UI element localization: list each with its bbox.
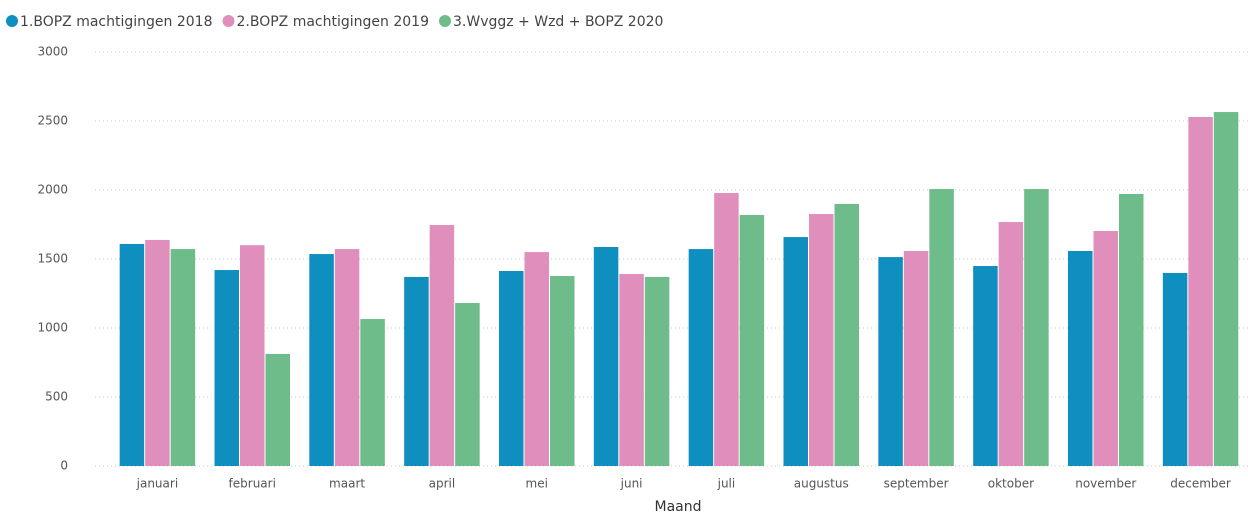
legend-label: 2.BOPZ machtigingen 2019 <box>237 14 430 30</box>
bar <box>119 243 145 466</box>
bar <box>688 249 714 466</box>
bar <box>809 214 834 466</box>
bar <box>929 189 954 466</box>
bar <box>550 275 575 466</box>
bar <box>1119 194 1144 466</box>
x-tick-label: december <box>1170 477 1231 491</box>
legend-marker <box>6 15 18 27</box>
bar <box>878 257 903 466</box>
bar <box>214 270 239 466</box>
legend-marker <box>222 15 235 27</box>
x-tick-label: september <box>884 477 949 491</box>
legend-label: 1.BOPZ machtigingen 2018 <box>20 14 213 30</box>
bar <box>834 203 859 467</box>
bar <box>524 252 549 466</box>
x-tick-label: november <box>1075 477 1136 491</box>
x-tick-label: maart <box>329 477 365 491</box>
bar <box>973 266 998 466</box>
bar <box>1162 272 1188 466</box>
bar <box>714 193 739 466</box>
x-axis-title: Maand <box>655 499 702 513</box>
y-tick-label: 2000 <box>37 183 68 197</box>
bar <box>404 276 429 466</box>
bar <box>739 214 765 466</box>
x-tick-label: oktober <box>988 477 1034 491</box>
x-tick-label: augustus <box>794 477 849 491</box>
bar <box>240 245 265 466</box>
bar <box>593 246 619 466</box>
y-tick-label: 0 <box>60 459 68 473</box>
y-tick-label: 2500 <box>37 114 68 128</box>
x-tick-label: juni <box>620 477 643 491</box>
bar <box>1188 116 1213 467</box>
bar <box>1213 112 1239 466</box>
bar <box>1068 250 1093 466</box>
x-tick-label: mei <box>526 477 548 491</box>
bar <box>619 274 644 466</box>
bar <box>783 237 808 466</box>
bar <box>360 319 385 466</box>
y-tick-label: 1500 <box>37 252 68 266</box>
bar <box>309 254 334 466</box>
y-tick-label: 1000 <box>37 321 68 335</box>
y-tick-label: 3000 <box>37 45 68 59</box>
legend-marker <box>439 15 451 27</box>
bar <box>334 249 360 466</box>
x-tick-label: januari <box>136 477 179 491</box>
bar <box>1024 189 1049 466</box>
legend-label: 3.Wvggz + Wzd + BOPZ 2020 <box>453 14 663 30</box>
bar <box>499 271 524 466</box>
bar <box>998 222 1024 466</box>
bar <box>170 249 196 466</box>
x-tick-label: februari <box>229 477 276 491</box>
bar <box>644 276 670 466</box>
bar <box>903 250 929 466</box>
bar <box>265 353 290 466</box>
bar <box>1093 230 1118 466</box>
x-tick-label: juli <box>717 477 736 491</box>
bar <box>455 303 480 466</box>
bar <box>429 225 455 466</box>
y-tick-label: 500 <box>45 390 68 404</box>
bar <box>145 239 170 466</box>
x-tick-label: april <box>429 477 456 491</box>
